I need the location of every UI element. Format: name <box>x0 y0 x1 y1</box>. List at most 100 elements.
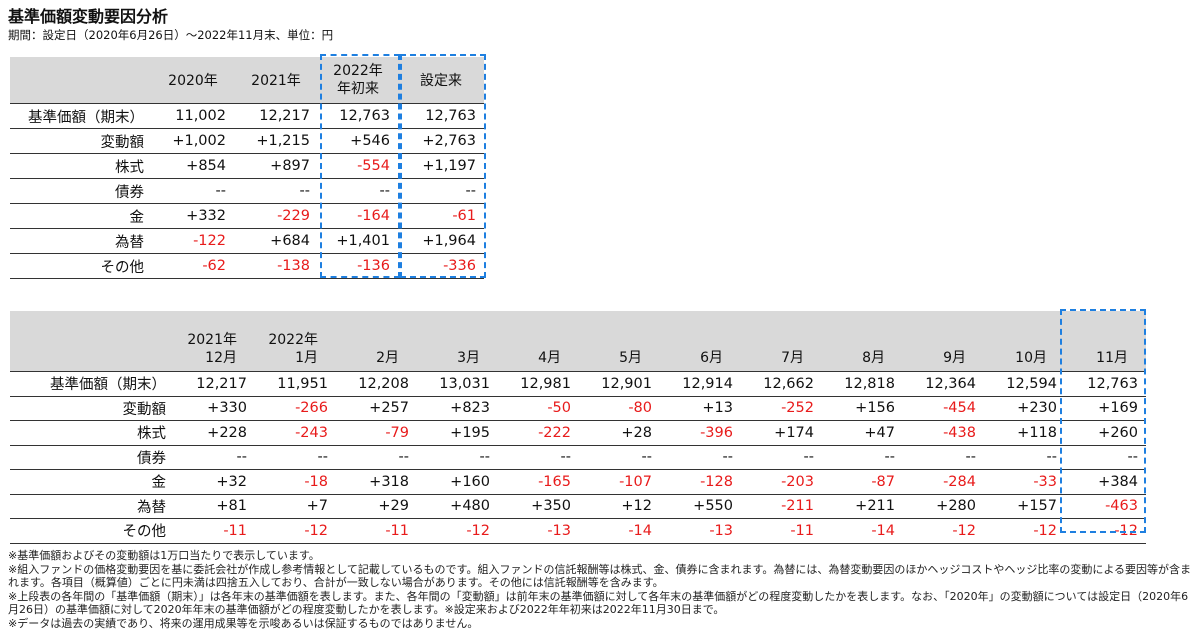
value-cell: -463 <box>1065 494 1146 519</box>
row-label: 株式 <box>10 153 152 179</box>
column-header: 設定来 <box>398 57 484 104</box>
value-cell: 12,364 <box>903 371 984 397</box>
value-cell: 12,217 <box>234 103 318 129</box>
table-row: 為替 +81 +7 +29 +480 +350 +12 +550 -211 +211 +280 +15… <box>10 494 1146 519</box>
value-cell: +169 <box>1065 396 1146 421</box>
row-label: 基準価額（期末） <box>10 103 152 129</box>
row-label: 変動額 <box>10 396 174 421</box>
table-row: 株式 +228 -243 -79 +195 -222 +28 -396 +174 +47 -438 +… <box>10 420 1146 446</box>
value-cell: +330 <box>174 396 255 421</box>
value-cell: -- <box>984 445 1065 470</box>
value-cell: 11,002 <box>152 103 234 129</box>
value-cell: -266 <box>255 396 336 421</box>
column-header: 2022年 年初来 <box>318 57 398 104</box>
value-cell: -- <box>579 445 660 470</box>
value-cell: 12,217 <box>174 371 255 397</box>
value-cell: -138 <box>234 253 318 279</box>
column-header: 6月 <box>660 311 741 372</box>
value-cell: +823 <box>417 396 498 421</box>
value-cell: -12 <box>1065 518 1146 544</box>
value-cell: +211 <box>822 494 903 519</box>
table-row: 変動額 +330 -266 +257 +823 -50 -80 +13 -252 +156 -454… <box>10 396 1146 421</box>
row-label: 金 <box>10 469 174 495</box>
value-cell: -12 <box>255 518 336 544</box>
value-cell: +81 <box>174 494 255 519</box>
value-cell: -- <box>498 445 579 470</box>
column-header: 5月 <box>579 311 660 372</box>
value-cell: +2,763 <box>398 128 484 154</box>
column-header: 3月 <box>417 311 498 372</box>
value-cell: 12,662 <box>741 371 822 397</box>
monthly-variation-table: 2021年 12月 2022年 1月 2月 3月 4月 5月 6月 7月 8月 9月 10月 11月 基準… <box>10 311 1146 544</box>
value-cell: +160 <box>417 469 498 495</box>
value-cell: +1,215 <box>234 128 318 154</box>
value-cell: +1,002 <box>152 128 234 154</box>
value-cell: +156 <box>822 396 903 421</box>
value-cell: -- <box>318 178 398 204</box>
value-cell: 12,981 <box>498 371 579 397</box>
value-cell: -438 <box>903 420 984 446</box>
value-cell: +350 <box>498 494 579 519</box>
value-cell: -11 <box>174 518 255 544</box>
row-label: 金 <box>10 203 152 229</box>
value-cell: -11 <box>336 518 417 544</box>
column-header: 9月 <box>903 311 984 372</box>
value-cell: 13,031 <box>417 371 498 397</box>
value-cell: -61 <box>398 203 484 229</box>
value-cell: +7 <box>255 494 336 519</box>
value-cell: -- <box>1065 445 1146 470</box>
column-header: 4月 <box>498 311 579 372</box>
footnotes: ※基準価額およびその変動額は1万口当たりで表示しています。 ※組入ファンドの価格… <box>8 549 1198 631</box>
table-row: 金 +332 -229 -164 -61 <box>10 203 484 229</box>
value-cell: +280 <box>903 494 984 519</box>
value-cell: -107 <box>579 469 660 495</box>
table-row: 基準価額（期末） 12,217 11,951 12,208 13,031 12,981 12… <box>10 371 1146 397</box>
value-cell: -79 <box>336 420 417 446</box>
value-cell: -12 <box>903 518 984 544</box>
row-label: その他 <box>10 253 152 279</box>
table-row: その他 -11 -12 -11 -12 -13 -14 -13 -11 -14 -12 -12 -12 <box>10 518 1146 544</box>
value-cell: -- <box>336 445 417 470</box>
value-cell: +13 <box>660 396 741 421</box>
value-cell: -- <box>174 445 255 470</box>
value-cell: -- <box>152 178 234 204</box>
value-cell: -62 <box>152 253 234 279</box>
value-cell: -- <box>398 178 484 204</box>
row-label: 株式 <box>10 420 174 446</box>
value-cell: -229 <box>234 203 318 229</box>
value-cell: -454 <box>903 396 984 421</box>
value-cell: -18 <box>255 469 336 495</box>
value-cell: -33 <box>984 469 1065 495</box>
value-cell: -243 <box>255 420 336 446</box>
value-cell: +32 <box>174 469 255 495</box>
value-cell: -14 <box>822 518 903 544</box>
table-row: 変動額 +1,002 +1,215 +546 +2,763 <box>10 128 484 154</box>
value-cell: +228 <box>174 420 255 446</box>
value-cell: +550 <box>660 494 741 519</box>
header-blank <box>10 311 174 372</box>
value-cell: +257 <box>336 396 417 421</box>
value-cell: +1,401 <box>318 228 398 254</box>
value-cell: -128 <box>660 469 741 495</box>
value-cell: -80 <box>579 396 660 421</box>
row-label: その他 <box>10 518 174 544</box>
column-header: 8月 <box>822 311 903 372</box>
value-cell: +684 <box>234 228 318 254</box>
value-cell: -284 <box>903 469 984 495</box>
value-cell: 12,208 <box>336 371 417 397</box>
column-header: 7月 <box>741 311 822 372</box>
page-title: 基準価額変動要因分析 <box>8 7 169 26</box>
footnote: ※データは過去の実績であり、将来の運用成果等を示唆あるいは保証するものではありま… <box>8 616 479 630</box>
value-cell: +260 <box>1065 420 1146 446</box>
value-cell: -165 <box>498 469 579 495</box>
value-cell: -222 <box>498 420 579 446</box>
value-cell: 12,818 <box>822 371 903 397</box>
value-cell: 12,763 <box>1065 371 1146 397</box>
column-header: 2021年 12月 <box>174 311 255 372</box>
value-cell: -203 <box>741 469 822 495</box>
column-header: 2月 <box>336 311 417 372</box>
value-cell: -- <box>741 445 822 470</box>
value-cell: +332 <box>152 203 234 229</box>
table-row: 為替 -122 +684 +1,401 +1,964 <box>10 228 484 254</box>
value-cell: -11 <box>741 518 822 544</box>
